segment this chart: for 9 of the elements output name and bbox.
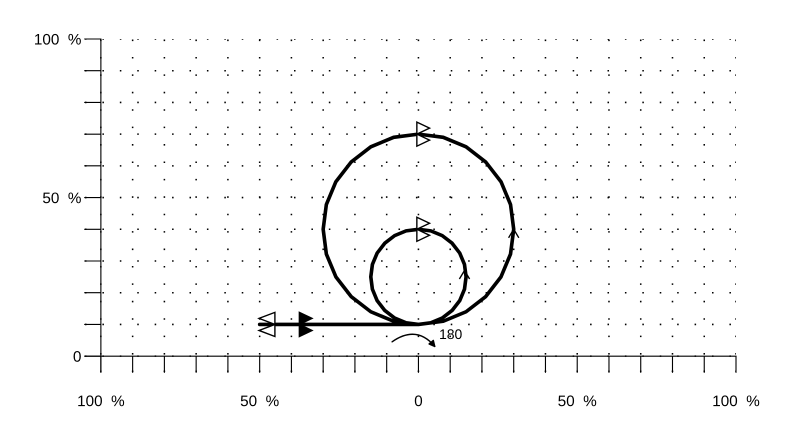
y-tick-label: 100 % [35,34,81,45]
y-tick-label: 0 [74,351,81,362]
x-tick-label: 50 % [558,395,596,406]
x-tick-label: 100 % [78,395,124,406]
x-tick-label: 0 [414,395,422,406]
x-tick-label: 50 % [240,395,279,406]
y-tick-label: 50 % [42,192,81,204]
annotation: 180 [440,329,462,340]
x-tick-label: 100 % [713,395,760,406]
